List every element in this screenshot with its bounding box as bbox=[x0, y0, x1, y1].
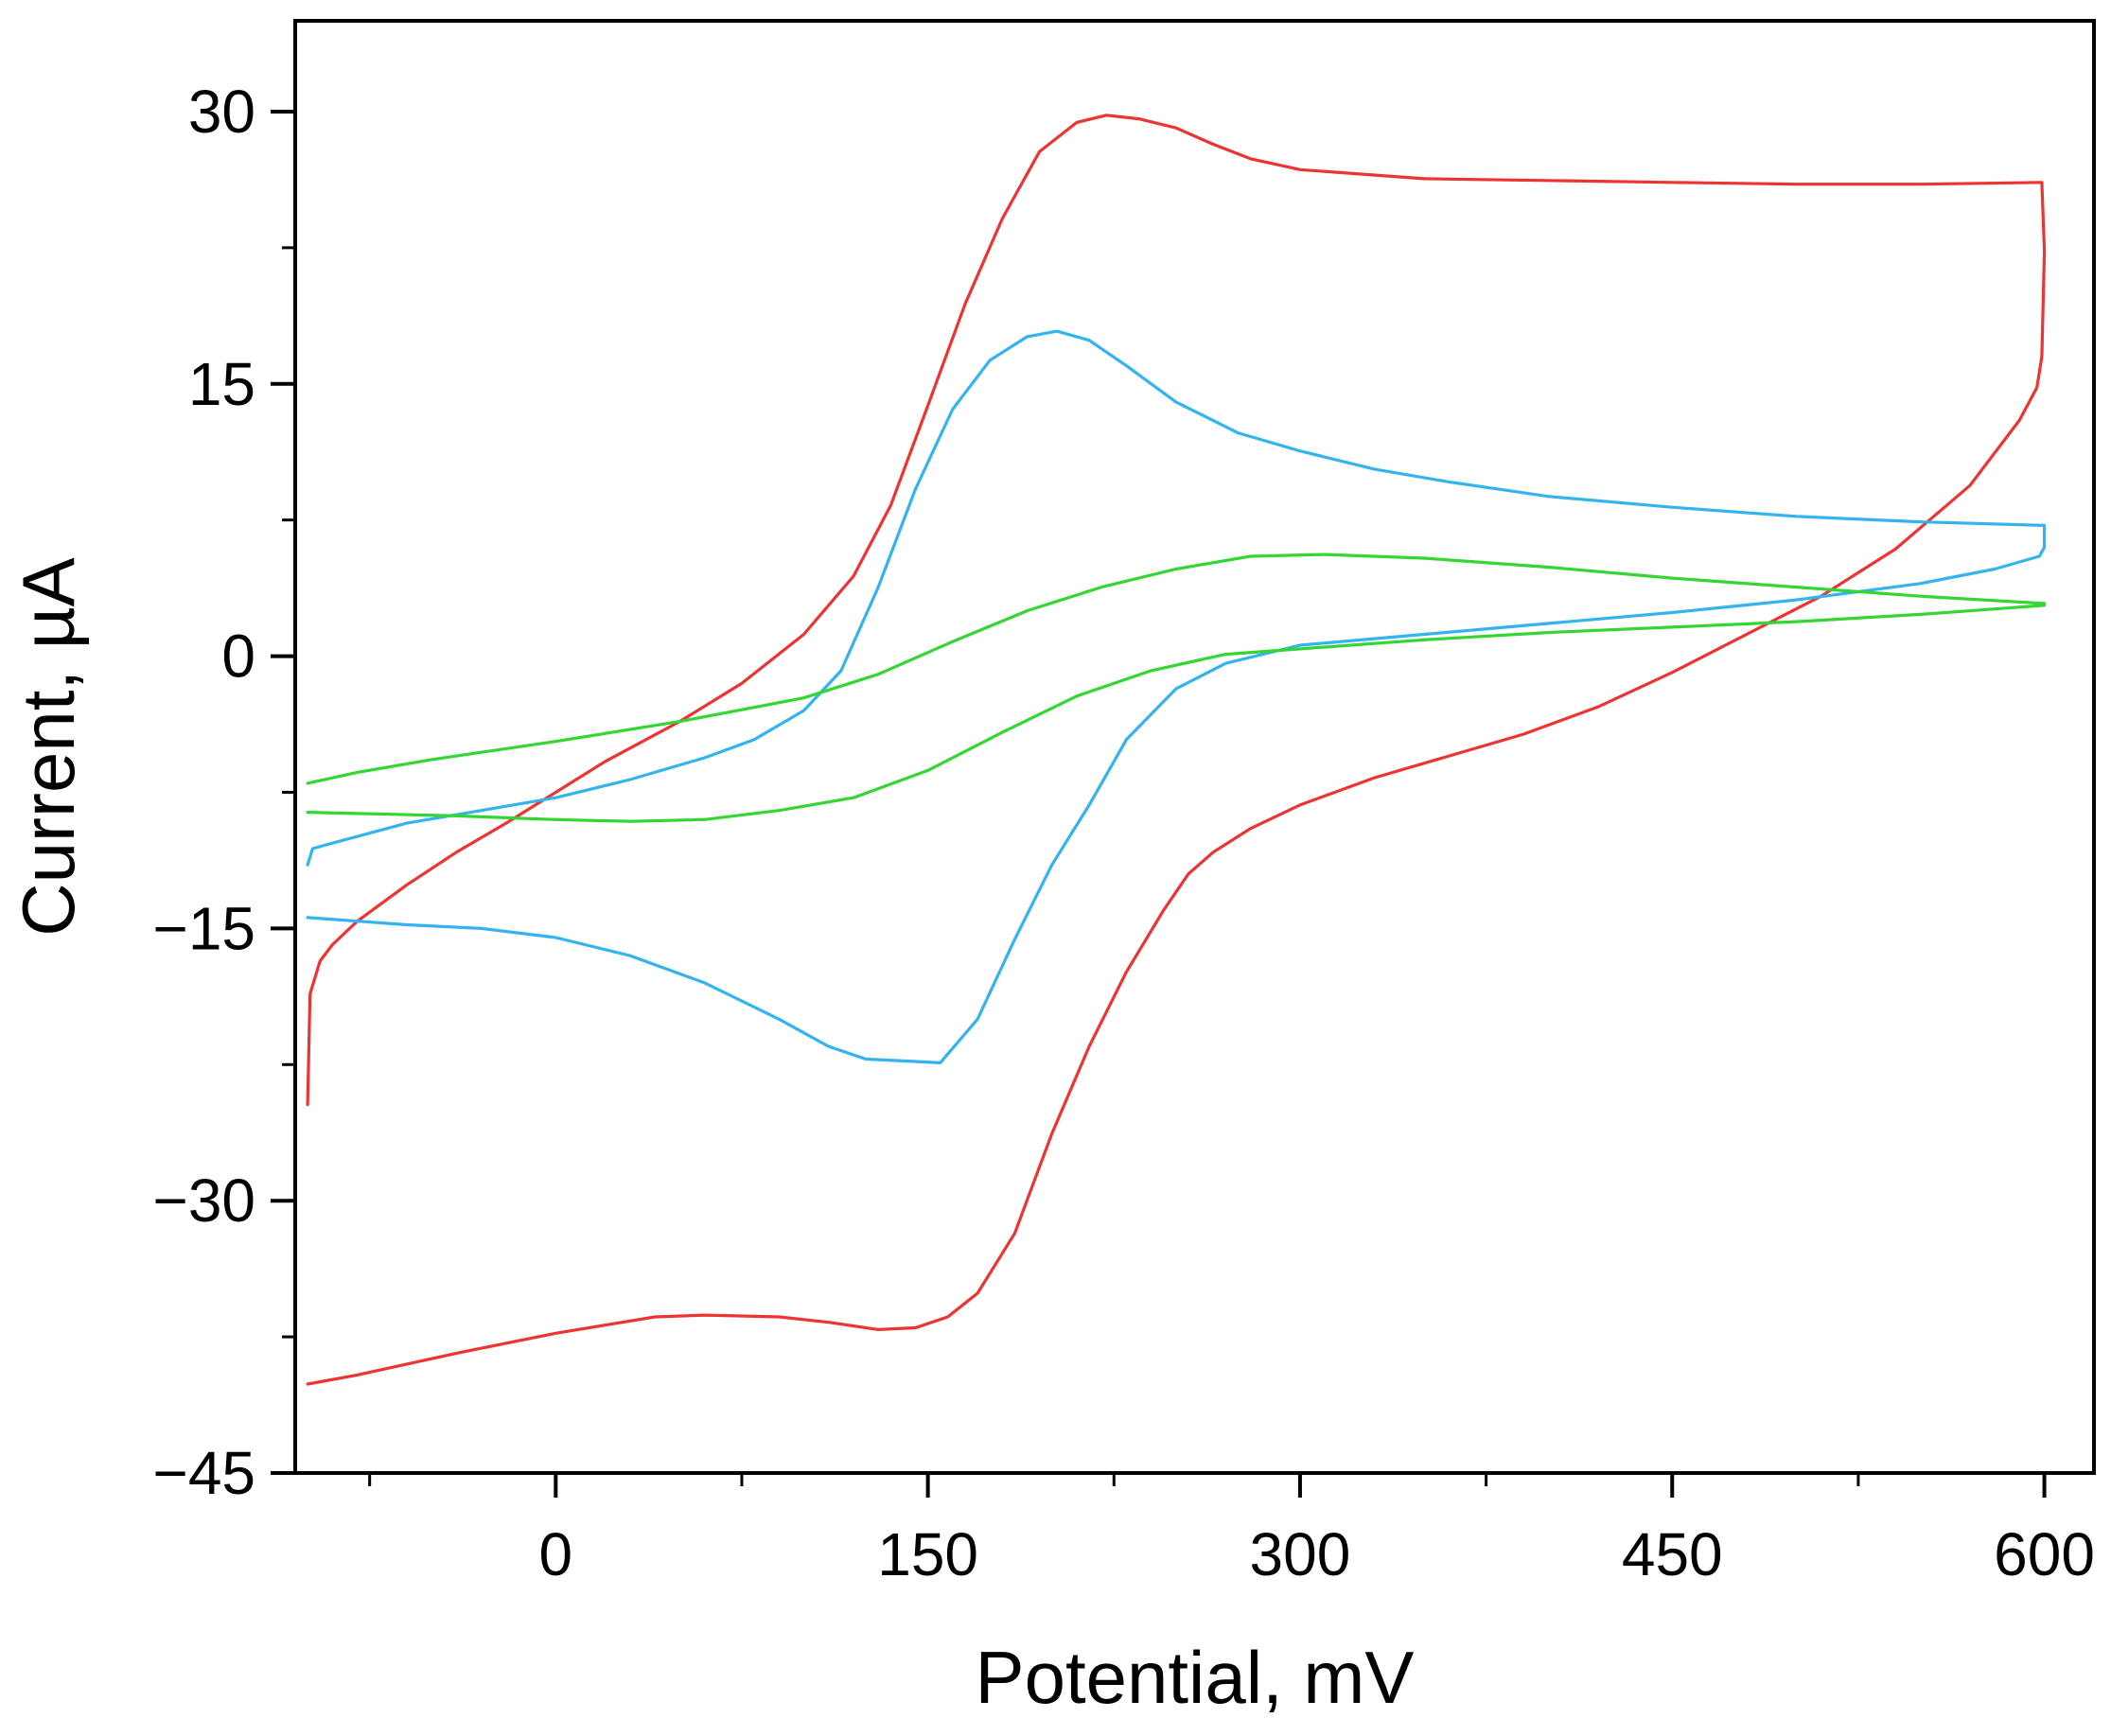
y-tick-label: −45 bbox=[152, 1439, 255, 1507]
plot-frame bbox=[293, 19, 2096, 1475]
y-axis: −45 −30 −15 0 15 30 bbox=[152, 78, 295, 1507]
x-axis-title: Potential, mV bbox=[976, 1636, 1415, 1719]
y-tick-label: −30 bbox=[152, 1166, 255, 1235]
series-layer bbox=[306, 114, 2047, 1386]
y-axis-title: Current, µA bbox=[7, 557, 90, 936]
y-tick-label: 15 bbox=[188, 350, 255, 418]
x-tick-label: 450 bbox=[1622, 1520, 1723, 1588]
series-line-blue bbox=[306, 329, 2047, 1064]
y-tick-label: 30 bbox=[188, 78, 255, 146]
series-line-green bbox=[306, 552, 2047, 823]
series-line-red bbox=[306, 114, 2047, 1386]
x-tick-label: 0 bbox=[539, 1520, 573, 1588]
y-tick-label: 0 bbox=[221, 623, 255, 691]
x-tick-label: 150 bbox=[877, 1520, 978, 1588]
x-tick-label: 600 bbox=[1994, 1520, 2095, 1588]
x-axis: 0 150 300 450 600 bbox=[368, 1473, 2095, 1588]
x-tick-label: 300 bbox=[1250, 1520, 1351, 1588]
y-tick-label: −15 bbox=[152, 894, 255, 962]
